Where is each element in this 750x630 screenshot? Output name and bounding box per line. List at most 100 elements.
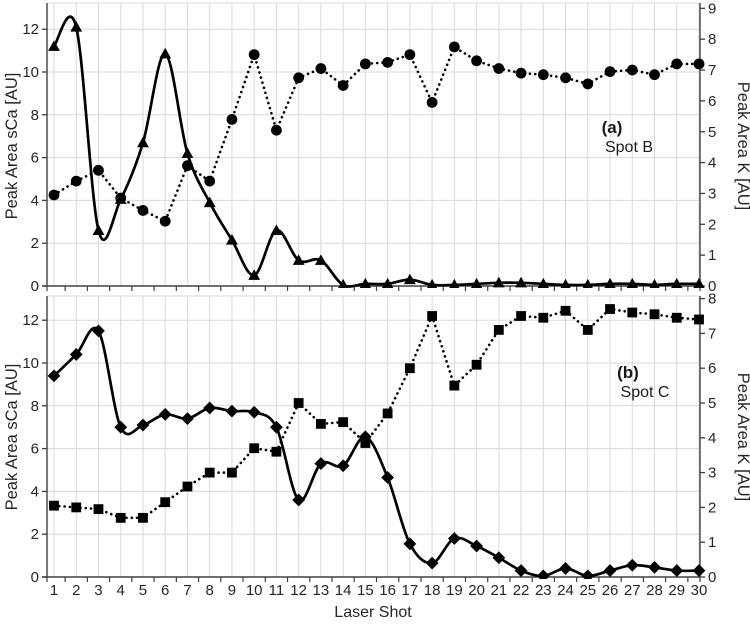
marker-triangle <box>427 278 438 288</box>
marker-circle <box>359 58 371 70</box>
marker-square <box>204 467 215 478</box>
right-tick-label: 4 <box>708 430 716 447</box>
marker-circle <box>471 55 482 67</box>
right-tick-label: 8 <box>708 291 716 308</box>
marker-triangle <box>470 277 483 288</box>
marker-diamond <box>648 560 661 574</box>
marker-circle <box>337 80 349 91</box>
marker-circle <box>48 189 60 201</box>
panel-b-left-axis-title: Peak Area sCa [AU] <box>3 364 21 511</box>
right-tick-label: 1 <box>708 534 716 551</box>
x-tick-label: 10 <box>246 582 263 599</box>
marker-triangle <box>159 47 172 59</box>
marker-triangle <box>582 278 593 288</box>
series-sCa <box>48 15 705 288</box>
right-tick-label: 7 <box>708 325 716 342</box>
marker-square <box>427 311 438 321</box>
marker-triangle <box>314 254 327 265</box>
marker-circle <box>649 69 660 81</box>
marker-square <box>627 307 638 318</box>
right-tick-label: 8 <box>708 31 716 48</box>
marker-diamond <box>492 551 506 565</box>
marker-diamond <box>336 459 350 473</box>
marker-triangle <box>270 224 283 235</box>
marker-diamond <box>270 420 283 434</box>
x-tick-label: 4 <box>117 582 125 599</box>
marker-circle <box>70 175 82 187</box>
marker-circle <box>426 97 438 108</box>
x-tick-label: 12 <box>290 582 307 599</box>
marker-circle <box>382 56 394 68</box>
x-tick-label: 29 <box>668 582 685 599</box>
gridlines <box>47 2 700 286</box>
x-tick-label: 7 <box>183 582 191 599</box>
marker-diamond <box>292 493 306 507</box>
marker-triangle <box>203 196 216 208</box>
right-tick-label: 3 <box>708 465 716 482</box>
panel-b-spot-label: Spot C <box>621 384 670 401</box>
marker-triangle <box>359 277 372 288</box>
marker-square <box>49 500 59 511</box>
marker-circle <box>671 58 683 70</box>
gridlines <box>47 295 700 577</box>
marker-circle <box>604 66 616 77</box>
marker-diamond <box>625 558 639 572</box>
marker-diamond <box>603 564 617 577</box>
marker-square <box>538 312 549 323</box>
marker-square <box>671 312 682 323</box>
marker-square <box>138 512 148 523</box>
marker-diamond <box>692 564 706 577</box>
marker-square <box>694 314 704 325</box>
marker-diamond <box>581 569 595 579</box>
left-tick-label: 4 <box>31 483 39 500</box>
marker-triangle <box>181 147 194 158</box>
x-tick-label: 30 <box>691 582 708 599</box>
x-tick-label: 19 <box>446 582 463 599</box>
marker-diamond <box>181 412 194 426</box>
marker-diamond <box>69 348 83 361</box>
marker-triangle <box>248 269 261 280</box>
marker-triangle <box>649 278 660 288</box>
panel-a-left-axis-title: Peak Area sCa [AU] <box>3 73 21 220</box>
marker-circle <box>693 58 705 70</box>
marker-circle <box>248 49 260 61</box>
marker-square <box>471 359 482 370</box>
x-tick-label: 25 <box>579 582 596 599</box>
marker-diamond <box>358 430 372 444</box>
marker-diamond <box>203 401 217 415</box>
marker-triangle <box>70 21 83 32</box>
x-tick-label: 3 <box>94 582 102 599</box>
series-K <box>49 304 704 523</box>
panel-b-right-axis-title: Peak Area K [AU] <box>734 373 750 501</box>
marker-diamond <box>514 564 528 577</box>
marker-diamond <box>670 564 684 577</box>
marker-triangle <box>604 277 616 288</box>
marker-square <box>449 380 460 391</box>
marker-diamond <box>425 556 439 570</box>
x-axis-title: Laser Shot <box>334 604 412 621</box>
marker-diamond <box>225 404 239 418</box>
x-tick-label: 13 <box>313 582 330 599</box>
x-tick-label: 16 <box>379 582 396 599</box>
marker-circle <box>93 164 104 176</box>
right-tick-label: 1 <box>708 247 716 264</box>
x-tick-label: 26 <box>602 582 619 599</box>
left-tick-label: 10 <box>22 64 39 81</box>
right-tick-label: 4 <box>708 155 716 172</box>
marker-circle <box>226 114 238 125</box>
marker-diamond <box>381 471 395 484</box>
marker-diamond <box>247 405 261 419</box>
marker-triangle <box>92 224 105 235</box>
marker-square <box>605 304 615 314</box>
marker-circle <box>293 72 305 84</box>
marker-triangle <box>492 276 505 288</box>
marker-diamond <box>136 418 150 432</box>
x-tick-label: 1 <box>50 582 58 599</box>
x-tick-label: 20 <box>468 582 485 599</box>
marker-circle <box>537 69 549 81</box>
x-tick-label: 28 <box>646 582 663 599</box>
marker-square <box>382 408 393 419</box>
